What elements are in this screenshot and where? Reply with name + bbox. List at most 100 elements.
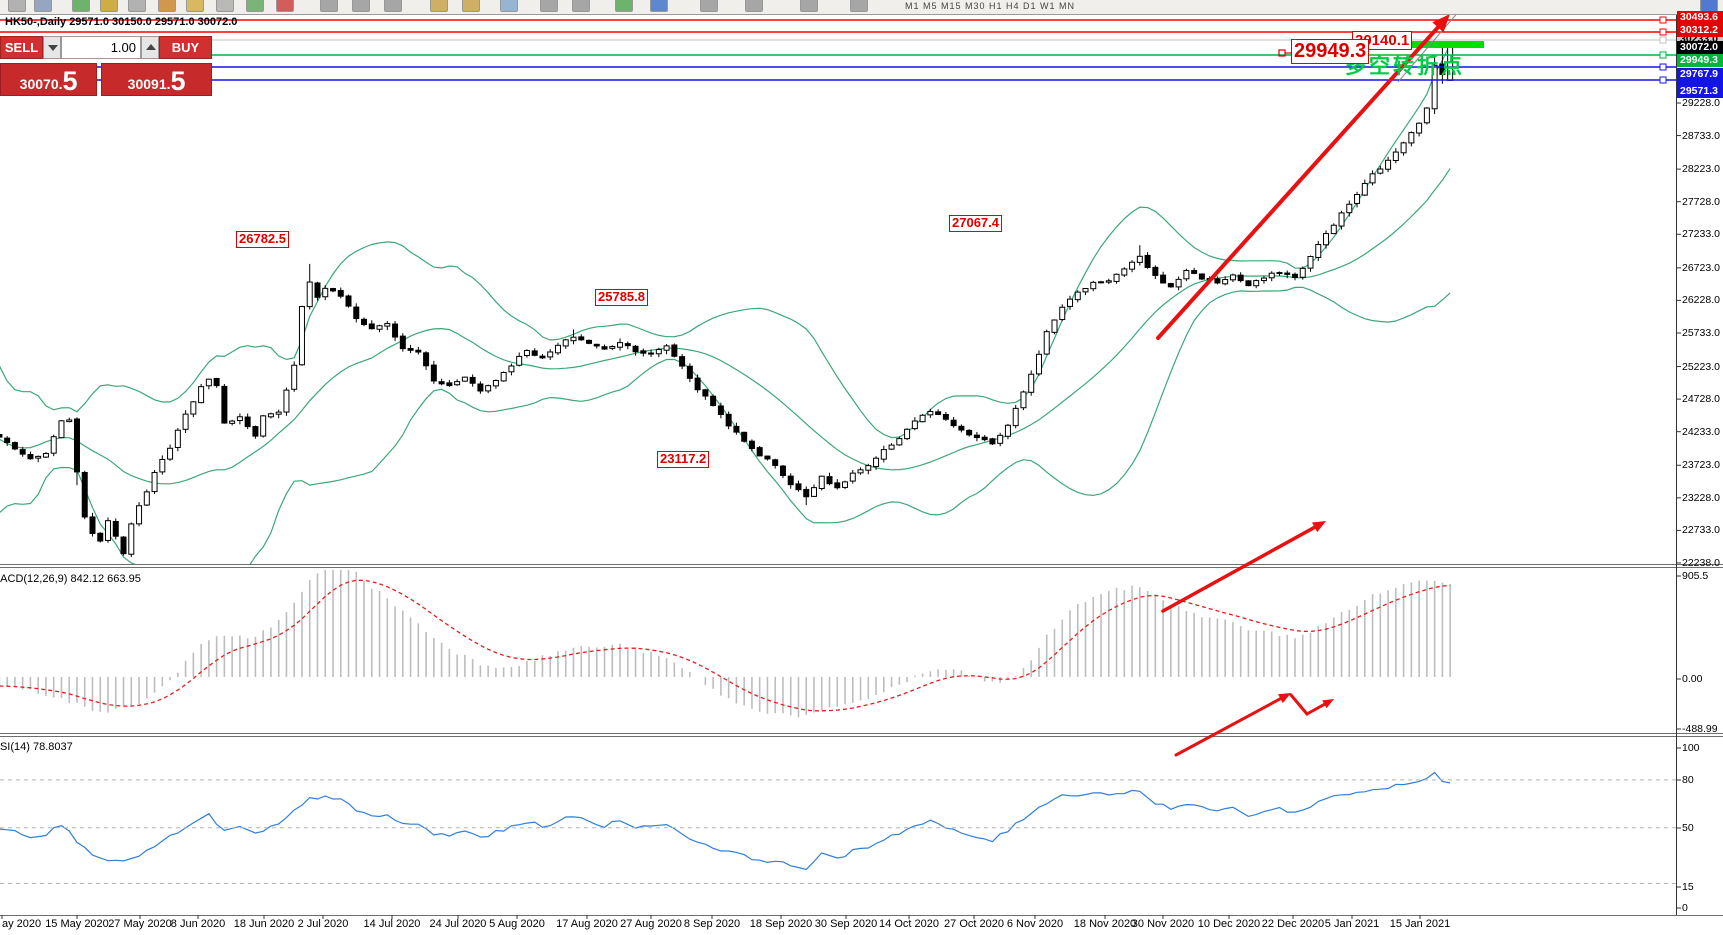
date-label: 2 Jul 2020	[297, 918, 349, 930]
macd-scale-label: -488.99	[1682, 723, 1718, 735]
folder-icon[interactable]	[158, 0, 176, 12]
candlestick-icon[interactable]	[352, 0, 370, 12]
zoom-in-icon[interactable]	[430, 0, 448, 12]
new-order-icon[interactable]	[72, 0, 90, 12]
profiles-icon[interactable]	[128, 0, 146, 12]
volume-increase-button[interactable]	[141, 36, 159, 59]
date-label: 15 Jan 2021	[1389, 918, 1451, 930]
autotrading-icon[interactable]	[276, 0, 294, 12]
price-callout-label: 29949.3	[1291, 39, 1370, 64]
crosshair-icon[interactable]	[540, 0, 558, 12]
volume-input[interactable]	[61, 36, 141, 59]
trendline-icon[interactable]	[650, 0, 668, 12]
price-tick-label: 25223.0	[1682, 360, 1720, 373]
refresh-icon[interactable]	[186, 0, 204, 12]
price-tick-label: 22238.0	[1682, 556, 1720, 569]
sell-price-pip: 5	[62, 66, 78, 96]
buy-price-dot: .	[166, 76, 171, 92]
buy-price-main: 30091	[127, 76, 167, 92]
price-tick-label: 26723.0	[1682, 261, 1720, 274]
macd-indicator-label: MACD(12,26,9) 842.12 663.95	[0, 573, 141, 585]
date-label: 18 Jun 2020	[233, 918, 295, 930]
date-label: ay 2020	[2, 918, 42, 930]
buy-price-pip: 5	[170, 66, 186, 96]
fibonacci-icon[interactable]	[800, 0, 818, 12]
rsi-scale-label: 50	[1682, 822, 1694, 834]
date-label: 27 Aug 2020	[620, 918, 682, 930]
price-callout-label: 26782.5	[236, 231, 289, 248]
zoom-out-icon[interactable]	[34, 0, 52, 12]
horizontal-line-icon[interactable]	[700, 0, 718, 12]
rsi-scale-label: 0	[1682, 902, 1688, 914]
rsi-scale-label: 80	[1682, 774, 1694, 786]
rsi-scale-label: 15	[1682, 881, 1694, 893]
date-label: 18 Nov 2020	[1073, 918, 1137, 930]
date-label: 15 May 2020	[45, 918, 109, 930]
date-label: 17 Aug 2020	[556, 918, 618, 930]
date-label: 8 Sep 2020	[683, 918, 741, 930]
line-chart-icon[interactable]	[384, 0, 402, 12]
sell-price-main: 30070	[19, 76, 59, 92]
axis-price-chip: 30312.2	[1677, 24, 1723, 37]
buy-price[interactable]: 30091. 5	[101, 63, 212, 96]
date-label: 14 Jul 2020	[363, 918, 421, 930]
price-tick-label: 29228.0	[1682, 96, 1720, 109]
date-label: 5 Jan 2021	[1324, 918, 1380, 930]
price-callout-label: 23117.2	[657, 451, 710, 468]
chart-window-icon[interactable]	[100, 0, 118, 12]
price-tick-label: 24728.0	[1682, 393, 1720, 406]
axis-price-chip: 29949.3	[1677, 54, 1723, 67]
zoom-icon[interactable]	[8, 0, 26, 12]
chinese-annotation: 多空转折点	[1345, 55, 1465, 78]
text-label-icon[interactable]	[850, 0, 868, 12]
price-tick-label: 26228.0	[1682, 294, 1720, 307]
macd-scale-label: 905.5	[1682, 570, 1709, 582]
cursor-icon[interactable]	[572, 0, 590, 12]
axis-price-chip: 29571.3	[1677, 85, 1723, 98]
triangle-down-icon	[48, 45, 58, 51]
date-label: 18 Sep 2020	[749, 918, 813, 930]
navigator-icon[interactable]	[216, 0, 234, 12]
price-callout-label: 27067.4	[949, 215, 1002, 232]
triangle-up-icon	[146, 44, 156, 50]
indicators-icon[interactable]	[500, 0, 518, 12]
date-label: 30 Sep 2020	[814, 918, 878, 930]
vertical-line-icon[interactable]	[745, 0, 763, 12]
rsi-indicator-label: RSI(14) 78.8037	[0, 741, 73, 753]
zoom-out-icon[interactable]	[462, 0, 480, 12]
date-label: 27 Oct 2020	[944, 918, 1004, 930]
sell-price-dot: .	[58, 76, 63, 92]
one-click-trading-panel: SELL BUY 30070.5 30091.5	[0, 36, 212, 96]
chart-title: HK50-,Daily 29571.0 30150.0 29571.0 3007…	[5, 16, 238, 28]
date-label: 10 Dec 2020	[1197, 918, 1261, 930]
sell-price[interactable]: 30070. 5	[0, 63, 98, 96]
price-tick-label: 25733.0	[1682, 326, 1720, 339]
date-label: 22 Dec 2020	[1261, 918, 1325, 930]
date-label: 30 Nov 2020	[1131, 918, 1195, 930]
bar-chart-icon[interactable]	[320, 0, 338, 12]
price-tick-label: 27233.0	[1682, 228, 1720, 241]
price-callout-label: 25785.8	[595, 289, 648, 306]
date-label: 8 Jun 2020	[170, 918, 226, 930]
price-tick-label: 22733.0	[1682, 524, 1720, 537]
date-label: 27 May 2020	[108, 918, 172, 930]
sell-button[interactable]: SELL	[0, 36, 43, 59]
date-label: 5 Aug 2020	[489, 918, 545, 930]
price-tick-label: 28223.0	[1682, 163, 1720, 176]
axis-price-chip: 29767.9	[1677, 68, 1723, 81]
add-indicator-icon[interactable]	[615, 0, 633, 12]
price-tick-label: 23723.0	[1682, 459, 1720, 472]
timeframe-buttons[interactable]: M1 M5 M15 M30 H1 H4 D1 W1 MN	[905, 1, 1076, 11]
axis-price-chip: 30072.0	[1677, 41, 1723, 54]
macd-scale-label: 0.00	[1682, 673, 1703, 685]
date-label: 6 Nov 2020	[1006, 918, 1064, 930]
price-tick-label: 24233.0	[1682, 425, 1720, 438]
toolbar: M1 M5 M15 M30 H1 H4 D1 W1 MN	[0, 0, 1723, 15]
axis-price-chip: 30493.6	[1677, 11, 1723, 24]
terminal-icon[interactable]	[246, 0, 264, 12]
volume-decrease-button[interactable]	[43, 36, 61, 59]
price-tick-label: 28733.0	[1682, 129, 1720, 142]
buy-button[interactable]: BUY	[159, 36, 212, 59]
